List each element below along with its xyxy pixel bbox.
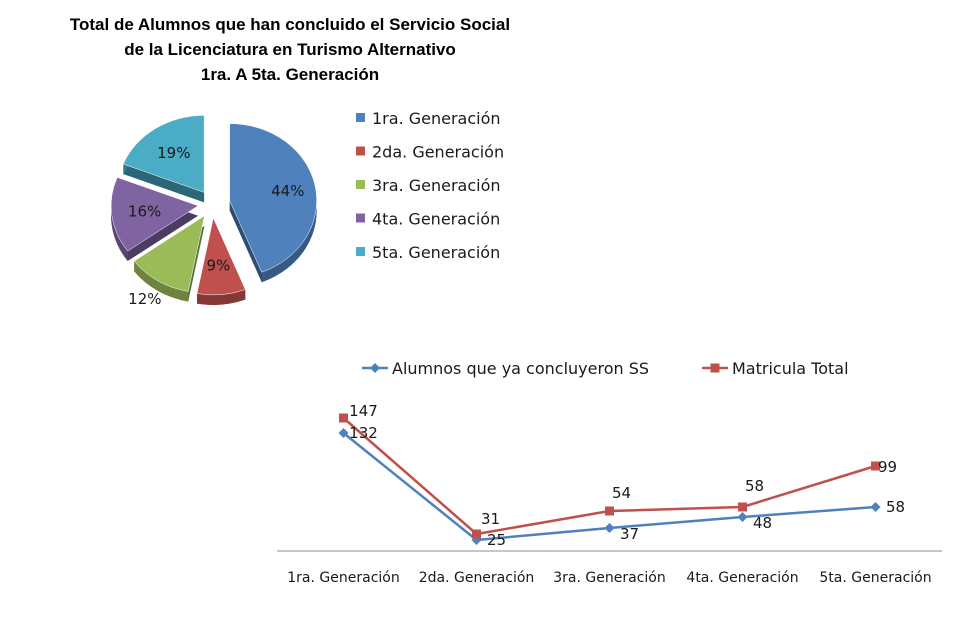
legend-swatch-4ta-generaci-n [356, 213, 365, 223]
legend-marker-alumnos-que-ya-concluyeron-ss [370, 363, 380, 373]
legend-swatch-1ra-generaci-n [356, 113, 365, 122]
pie-data-label-2da-generaci-n: 9% [206, 256, 230, 274]
pie-slice-4ta-generaci-n [110, 177, 199, 252]
point-alumnos-que-ya-concluyeron-ss-3 [737, 512, 748, 522]
data-label-matricula-total-2: 54 [612, 484, 631, 502]
legend-label-3ra-generaci-n: 3ra. Generación [372, 176, 501, 195]
pie-legend: 1ra. Generación 2da. Generación 3ra. Gener… [356, 109, 504, 262]
legend-label-5ta-generaci-n: 5ta. Generación [372, 243, 500, 262]
point-matricula-total-4 [871, 461, 880, 471]
point-matricula-total-0 [339, 413, 348, 423]
point-matricula-total-3 [738, 502, 747, 512]
pie-chart: 44% 9% 12% 16% 19% [110, 115, 317, 308]
legend-label-matricula-total: Matricula Total [732, 359, 849, 378]
pie-data-label-5ta-generaci-n: 19% [157, 144, 190, 162]
point-alumnos-que-ya-concluyeron-ss-2 [604, 523, 615, 533]
x-tick-label-2da-generaci-n: 2da. Generación [419, 570, 535, 586]
legend-label-4ta-generaci-n: 4ta. Generación [372, 210, 500, 229]
pie-data-label-3ra-generaci-n: 12% [128, 290, 161, 308]
x-tick-label-1ra-generaci-n: 1ra. Generación [287, 570, 399, 586]
pie-slice-5ta-generaci-n [122, 115, 205, 193]
title-line-3: 1ra. A 5ta. Generación [200, 65, 380, 84]
point-alumnos-que-ya-concluyeron-ss-0 [338, 428, 349, 438]
pie-slice-1ra-generaci-n [229, 123, 317, 273]
pie-slice-2da-generaci-n [196, 217, 246, 296]
data-label-alumnos-que-ya-concluyeron-ss-4: 58 [886, 498, 905, 516]
data-label-alumnos-que-ya-concluyeron-ss-3: 48 [753, 514, 772, 532]
data-label-alumnos-que-ya-concluyeron-ss-2: 37 [620, 525, 639, 543]
legend-swatch-5ta-generaci-n [356, 247, 365, 256]
point-alumnos-que-ya-concluyeron-ss-4 [870, 502, 881, 512]
pie-slice-wall-4ta-generaci-n [111, 177, 128, 262]
point-matricula-total-2 [605, 506, 614, 516]
legend-label-alumnos-que-ya-concluyeron-ss: Alumnos que ya concluyeron SS [392, 359, 649, 378]
legend-swatch-3ra-generaci-n [356, 180, 365, 189]
data-label-matricula-total-4: 99 [878, 458, 897, 476]
title-line-1: Total de Alumnos que han concluido el Se… [69, 15, 511, 34]
data-label-alumnos-que-ya-concluyeron-ss-1: 25 [487, 531, 506, 549]
legend-label-2da-generaci-n: 2da. Generación [372, 143, 504, 162]
legend-label-1ra-generaci-n: 1ra. Generación [372, 109, 501, 128]
legend-marker-matricula-total [710, 363, 720, 373]
data-label-matricula-total-3: 58 [745, 477, 764, 495]
pie-data-label-4ta-generaci-n: 16% [128, 203, 161, 221]
legend-swatch-2da-generaci-n [356, 146, 365, 156]
pie-chart-title: Total de Alumnos que han concluido el Se… [20, 12, 560, 87]
data-label-matricula-total-1: 31 [481, 510, 500, 528]
data-label-alumnos-que-ya-concluyeron-ss-0: 132 [349, 424, 378, 442]
x-tick-label-5ta-generaci-n: 5ta. Generación [819, 570, 931, 586]
series-line-matricula-total [342, 417, 876, 536]
line-legend: Alumnos que ya concluyeron SS Matricula T… [362, 359, 849, 378]
pie-slice-wall-3ra-generaci-n [134, 261, 189, 302]
x-tick-label-4ta-generaci-n: 4ta. Generación [686, 570, 798, 586]
line-chart: 1ra. Generación 2da. Generación 3ra. Gener… [277, 402, 942, 586]
data-label-matricula-total-0: 147 [349, 402, 378, 420]
pie-slice-3ra-generaci-n [133, 215, 205, 292]
title-line-2: de la Licenciatura en Turismo Alternativ… [124, 40, 456, 59]
pie-slice-wall-2da-generaci-n [197, 289, 246, 305]
pie-data-label-1ra-generaci-n: 44% [271, 182, 304, 200]
point-matricula-total-1 [472, 529, 481, 539]
x-tick-label-3ra-generaci-n: 3ra. Generación [553, 570, 665, 586]
